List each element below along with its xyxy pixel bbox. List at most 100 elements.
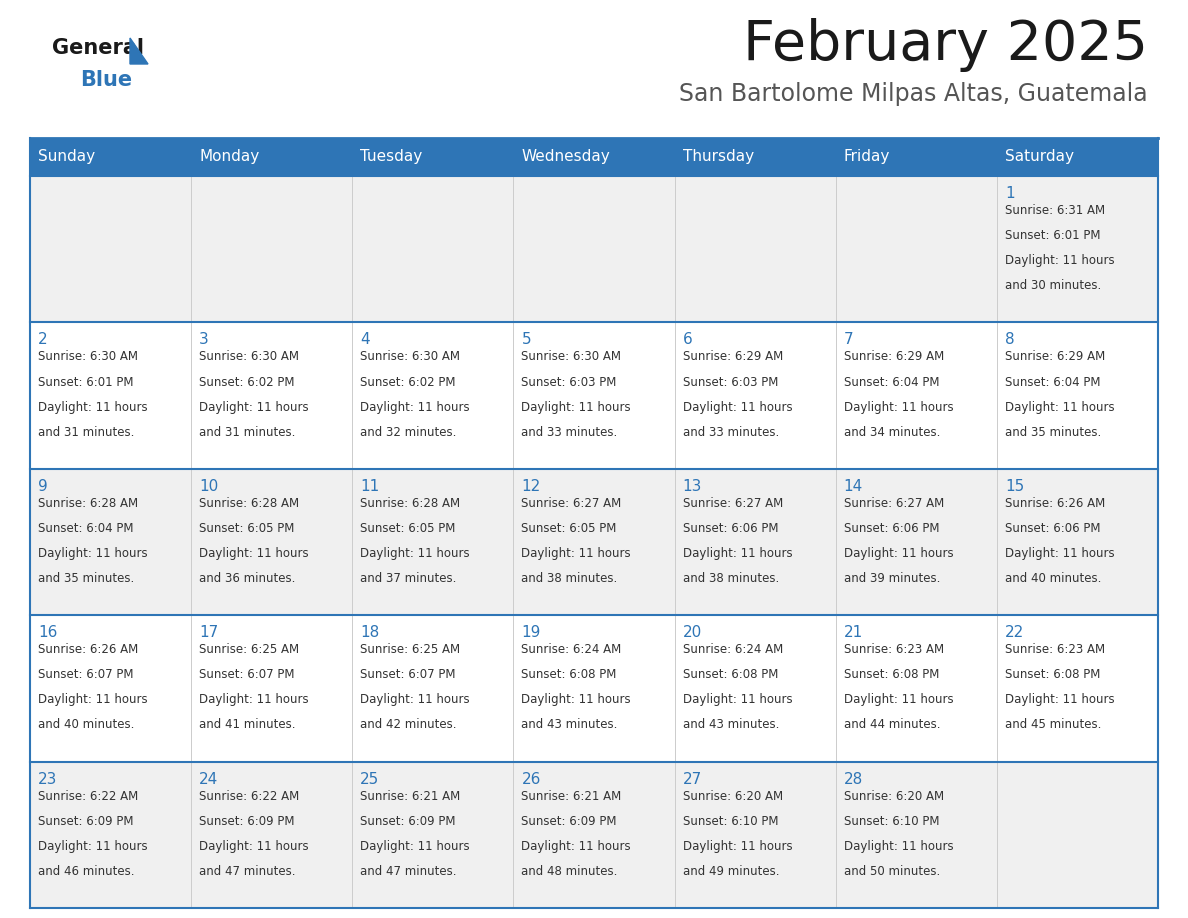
Text: and 50 minutes.: and 50 minutes. [843,865,940,878]
Text: 4: 4 [360,332,369,347]
Text: 1: 1 [1005,186,1015,201]
Text: Sunset: 6:04 PM: Sunset: 6:04 PM [1005,375,1100,388]
Text: and 45 minutes.: and 45 minutes. [1005,719,1101,732]
Bar [30,138,191,176]
Text: 5: 5 [522,332,531,347]
Text: Daylight: 11 hours: Daylight: 11 hours [843,840,953,853]
Text: Sunset: 6:08 PM: Sunset: 6:08 PM [843,668,939,681]
Text: Daylight: 11 hours: Daylight: 11 hours [522,400,631,414]
Text: Sunset: 6:03 PM: Sunset: 6:03 PM [683,375,778,388]
Text: Sunrise: 6:27 AM: Sunrise: 6:27 AM [683,497,783,509]
Text: General: General [52,38,144,58]
Text: Sunset: 6:07 PM: Sunset: 6:07 PM [38,668,133,681]
Text: Sunset: 6:01 PM: Sunset: 6:01 PM [38,375,133,388]
Text: 21: 21 [843,625,862,640]
Text: and 46 minutes.: and 46 minutes. [38,865,134,878]
Bar [997,138,1158,176]
Bar [353,138,513,176]
Text: and 41 minutes.: and 41 minutes. [200,719,296,732]
Text: Daylight: 11 hours: Daylight: 11 hours [38,547,147,560]
Text: Sunrise: 6:23 AM: Sunrise: 6:23 AM [1005,644,1105,656]
Text: Daylight: 11 hours: Daylight: 11 hours [360,400,470,414]
Text: Daylight: 11 hours: Daylight: 11 hours [360,693,470,706]
Text: Sunset: 6:05 PM: Sunset: 6:05 PM [522,522,617,535]
Text: Sunrise: 6:30 AM: Sunrise: 6:30 AM [360,351,460,364]
Text: and 40 minutes.: and 40 minutes. [1005,572,1101,585]
Bar [675,138,835,176]
Text: and 39 minutes.: and 39 minutes. [843,572,940,585]
Text: Blue: Blue [80,70,132,90]
Text: Sunset: 6:04 PM: Sunset: 6:04 PM [843,375,940,388]
Text: and 33 minutes.: and 33 minutes. [683,426,779,439]
Text: and 36 minutes.: and 36 minutes. [200,572,296,585]
Text: Sunrise: 6:29 AM: Sunrise: 6:29 AM [1005,351,1105,364]
Text: and 40 minutes.: and 40 minutes. [38,719,134,732]
Text: Sunday: Sunday [38,150,95,164]
Text: Daylight: 11 hours: Daylight: 11 hours [843,693,953,706]
Text: Sunrise: 6:20 AM: Sunrise: 6:20 AM [683,789,783,802]
Bar [513,138,675,176]
Text: Daylight: 11 hours: Daylight: 11 hours [200,400,309,414]
Text: 17: 17 [200,625,219,640]
Text: Sunset: 6:09 PM: Sunset: 6:09 PM [200,814,295,828]
Text: Sunrise: 6:30 AM: Sunrise: 6:30 AM [200,351,299,364]
Text: and 43 minutes.: and 43 minutes. [522,719,618,732]
Text: 26: 26 [522,772,541,787]
Text: Tuesday: Tuesday [360,150,423,164]
Text: 8: 8 [1005,332,1015,347]
Text: 3: 3 [200,332,209,347]
Text: Daylight: 11 hours: Daylight: 11 hours [200,547,309,560]
Text: Daylight: 11 hours: Daylight: 11 hours [843,400,953,414]
Text: 28: 28 [843,772,862,787]
Text: and 38 minutes.: and 38 minutes. [522,572,618,585]
Text: 19: 19 [522,625,541,640]
Text: Sunrise: 6:24 AM: Sunrise: 6:24 AM [522,644,621,656]
Text: 10: 10 [200,479,219,494]
Text: Sunrise: 6:30 AM: Sunrise: 6:30 AM [38,351,138,364]
Text: and 42 minutes.: and 42 minutes. [360,719,456,732]
Text: Sunset: 6:07 PM: Sunset: 6:07 PM [360,668,456,681]
Bar [835,138,997,176]
Text: Friday: Friday [843,150,890,164]
Text: San Bartolome Milpas Altas, Guatemala: San Bartolome Milpas Altas, Guatemala [680,82,1148,106]
Text: 24: 24 [200,772,219,787]
Text: 27: 27 [683,772,702,787]
Text: 2: 2 [38,332,48,347]
Text: 7: 7 [843,332,853,347]
Text: Sunrise: 6:29 AM: Sunrise: 6:29 AM [843,351,944,364]
Text: and 47 minutes.: and 47 minutes. [200,865,296,878]
Text: 22: 22 [1005,625,1024,640]
Text: Daylight: 11 hours: Daylight: 11 hours [38,400,147,414]
Text: Sunrise: 6:28 AM: Sunrise: 6:28 AM [38,497,138,509]
Text: Daylight: 11 hours: Daylight: 11 hours [1005,693,1114,706]
Text: Sunset: 6:08 PM: Sunset: 6:08 PM [1005,668,1100,681]
Text: Sunrise: 6:30 AM: Sunrise: 6:30 AM [522,351,621,364]
Text: Sunrise: 6:28 AM: Sunrise: 6:28 AM [360,497,461,509]
Text: Sunset: 6:09 PM: Sunset: 6:09 PM [38,814,133,828]
Text: Daylight: 11 hours: Daylight: 11 hours [38,840,147,853]
Text: and 34 minutes.: and 34 minutes. [843,426,940,439]
Text: Sunrise: 6:21 AM: Sunrise: 6:21 AM [360,789,461,802]
Text: Sunset: 6:08 PM: Sunset: 6:08 PM [683,668,778,681]
Text: Sunset: 6:01 PM: Sunset: 6:01 PM [1005,230,1100,242]
Text: Sunrise: 6:24 AM: Sunrise: 6:24 AM [683,644,783,656]
Text: and 35 minutes.: and 35 minutes. [1005,426,1101,439]
Text: Sunrise: 6:26 AM: Sunrise: 6:26 AM [38,644,138,656]
Text: Daylight: 11 hours: Daylight: 11 hours [200,693,309,706]
Text: Sunset: 6:02 PM: Sunset: 6:02 PM [360,375,456,388]
Text: and 35 minutes.: and 35 minutes. [38,572,134,585]
Polygon shape [129,38,148,64]
Text: Sunrise: 6:29 AM: Sunrise: 6:29 AM [683,351,783,364]
Text: Saturday: Saturday [1005,150,1074,164]
Text: Sunrise: 6:26 AM: Sunrise: 6:26 AM [1005,497,1105,509]
Text: Daylight: 11 hours: Daylight: 11 hours [1005,400,1114,414]
Text: Sunrise: 6:27 AM: Sunrise: 6:27 AM [843,497,944,509]
Bar [191,138,353,176]
Text: Daylight: 11 hours: Daylight: 11 hours [360,547,470,560]
Text: Daylight: 11 hours: Daylight: 11 hours [1005,547,1114,560]
Text: and 31 minutes.: and 31 minutes. [200,426,296,439]
Bar [30,615,1158,762]
Text: 20: 20 [683,625,702,640]
Text: 25: 25 [360,772,379,787]
Bar [30,469,1158,615]
